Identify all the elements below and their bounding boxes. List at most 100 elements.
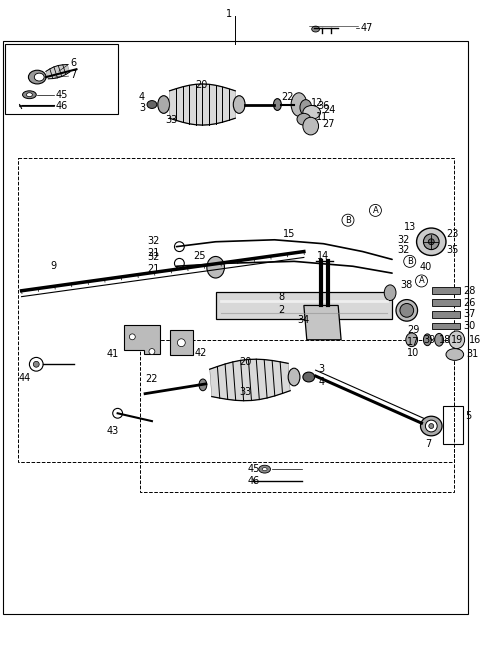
Text: 10: 10	[407, 348, 419, 359]
Text: 35: 35	[446, 244, 458, 255]
Text: 16: 16	[468, 335, 480, 345]
Text: 46: 46	[248, 476, 260, 486]
Ellipse shape	[420, 417, 442, 436]
Polygon shape	[210, 359, 290, 401]
Ellipse shape	[300, 100, 312, 116]
Bar	[432, 323, 460, 329]
Text: 4: 4	[139, 92, 145, 102]
Text: 24: 24	[324, 105, 336, 116]
Ellipse shape	[113, 409, 122, 419]
Text: 21: 21	[147, 264, 160, 274]
Ellipse shape	[26, 93, 32, 97]
Ellipse shape	[435, 333, 444, 346]
Ellipse shape	[178, 339, 185, 347]
Ellipse shape	[429, 424, 434, 428]
Text: 7: 7	[71, 70, 77, 80]
Text: 20: 20	[239, 357, 251, 367]
Ellipse shape	[312, 26, 320, 32]
Text: 42: 42	[195, 348, 207, 357]
Polygon shape	[46, 64, 70, 79]
Text: 12: 12	[311, 98, 323, 108]
Text: 2: 2	[278, 306, 284, 315]
Text: 33: 33	[166, 115, 178, 125]
Text: 14: 14	[317, 252, 330, 261]
Bar	[432, 287, 460, 294]
Text: 37: 37	[464, 309, 476, 319]
Ellipse shape	[425, 420, 437, 432]
Text: 17: 17	[407, 337, 419, 347]
Text: 6: 6	[71, 58, 77, 68]
Ellipse shape	[33, 361, 39, 367]
Text: 32: 32	[147, 252, 160, 262]
Polygon shape	[169, 330, 193, 355]
Ellipse shape	[233, 96, 245, 114]
Text: 47: 47	[360, 23, 373, 33]
Text: 23: 23	[446, 229, 458, 239]
Ellipse shape	[199, 379, 207, 391]
Text: 32: 32	[147, 236, 160, 246]
Text: A: A	[372, 206, 378, 215]
Text: 13: 13	[404, 222, 417, 232]
Ellipse shape	[291, 93, 307, 116]
Text: 3: 3	[139, 103, 145, 114]
Text: A: A	[419, 277, 424, 285]
Text: 11: 11	[316, 112, 328, 122]
Ellipse shape	[274, 99, 281, 110]
Ellipse shape	[449, 331, 465, 349]
Bar	[432, 299, 460, 306]
Ellipse shape	[423, 234, 439, 250]
Ellipse shape	[400, 304, 414, 317]
Ellipse shape	[174, 242, 184, 252]
Ellipse shape	[158, 96, 169, 114]
Ellipse shape	[303, 117, 319, 135]
Text: 45: 45	[247, 464, 260, 474]
Text: 26: 26	[464, 298, 476, 307]
Ellipse shape	[384, 285, 396, 300]
Ellipse shape	[29, 357, 43, 371]
Ellipse shape	[28, 70, 46, 84]
Text: 41: 41	[107, 350, 119, 359]
Text: 44: 44	[18, 373, 31, 383]
Text: 3: 3	[319, 364, 324, 374]
Ellipse shape	[406, 333, 418, 347]
Text: 32: 32	[397, 244, 409, 255]
Ellipse shape	[423, 334, 432, 346]
Text: 9: 9	[51, 261, 57, 271]
Ellipse shape	[130, 334, 135, 340]
Text: 46: 46	[56, 101, 68, 112]
Ellipse shape	[446, 349, 464, 360]
Ellipse shape	[303, 106, 321, 119]
Ellipse shape	[303, 372, 315, 382]
Text: 7: 7	[425, 439, 432, 449]
Ellipse shape	[147, 101, 157, 108]
Ellipse shape	[297, 114, 311, 125]
Text: 39: 39	[423, 335, 436, 345]
Text: 21: 21	[147, 248, 160, 258]
Text: 40: 40	[420, 262, 432, 272]
Polygon shape	[124, 325, 160, 355]
Text: 15: 15	[283, 229, 295, 239]
Text: 8: 8	[278, 292, 284, 302]
Polygon shape	[169, 84, 235, 125]
Text: 36: 36	[318, 101, 330, 110]
Text: 30: 30	[464, 321, 476, 331]
Ellipse shape	[149, 349, 155, 355]
Text: 38: 38	[400, 280, 412, 290]
Text: 22: 22	[145, 374, 158, 384]
Ellipse shape	[428, 238, 434, 244]
Ellipse shape	[23, 91, 36, 99]
Text: 28: 28	[464, 286, 476, 296]
Text: B: B	[345, 215, 351, 225]
Text: 27: 27	[323, 119, 335, 129]
Bar	[216, 292, 392, 319]
Text: 1: 1	[226, 9, 232, 19]
Text: 34: 34	[298, 315, 310, 325]
Ellipse shape	[288, 368, 300, 386]
Text: 20: 20	[195, 80, 207, 90]
Text: 22: 22	[281, 92, 294, 102]
Text: 4: 4	[319, 377, 324, 387]
Text: 31: 31	[467, 350, 479, 359]
Ellipse shape	[259, 465, 271, 473]
Ellipse shape	[174, 258, 184, 268]
Text: 19: 19	[451, 335, 463, 345]
